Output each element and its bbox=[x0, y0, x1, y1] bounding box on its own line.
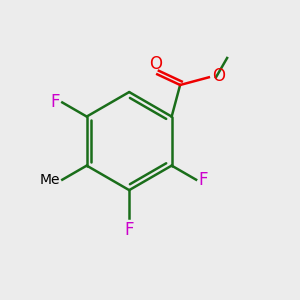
Text: O: O bbox=[212, 68, 225, 85]
Text: O: O bbox=[149, 55, 162, 73]
Text: F: F bbox=[50, 93, 60, 111]
Text: F: F bbox=[199, 171, 208, 189]
Text: F: F bbox=[124, 221, 134, 239]
Text: Me: Me bbox=[39, 173, 60, 187]
